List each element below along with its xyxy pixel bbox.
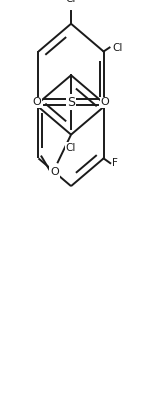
Text: O: O [50, 167, 59, 177]
Text: O: O [33, 97, 41, 107]
Text: Cl: Cl [112, 42, 123, 53]
Text: Cl: Cl [66, 143, 76, 152]
Text: O: O [101, 97, 109, 107]
Text: Cl: Cl [66, 0, 76, 4]
Text: F: F [112, 158, 118, 168]
Text: S: S [67, 96, 75, 109]
